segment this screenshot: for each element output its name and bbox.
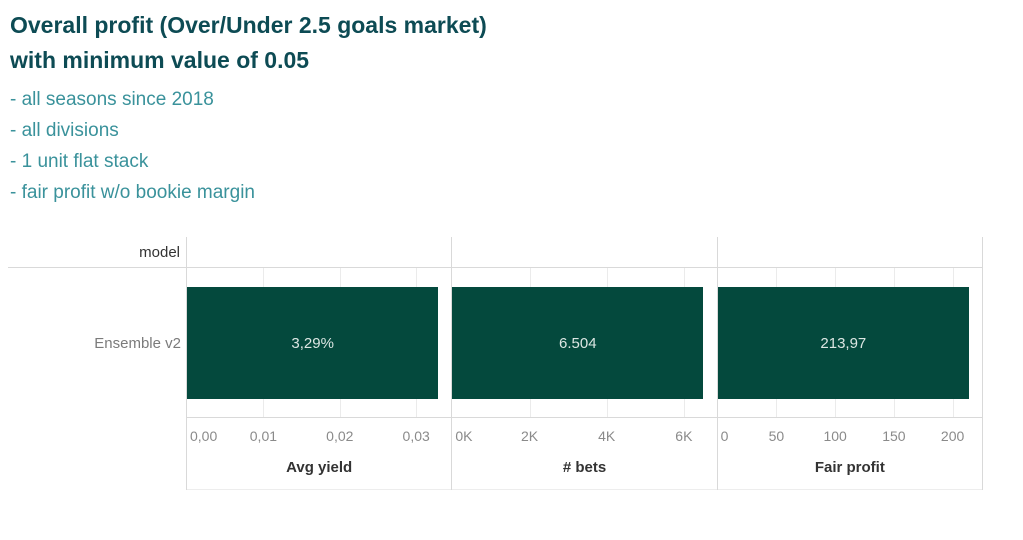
panel-axis-area: Avg yield 0,00 0,01 0,02 0,03 xyxy=(187,418,452,490)
subtitle-block: - all seasons since 2018 - all divisions… xyxy=(10,84,487,208)
axis-tick-label: 50 xyxy=(768,428,785,444)
row-category-label: Ensemble v2 xyxy=(94,334,181,352)
axis-tick-label: 6K xyxy=(675,428,693,444)
panel-plot-area: 3,29% xyxy=(187,268,452,418)
axis-title: Fair profit xyxy=(814,459,885,476)
bar-value-label: 3,29% xyxy=(291,334,334,352)
axis-tick-label: 2K xyxy=(520,428,539,444)
axis-tick-label: 100 xyxy=(823,428,847,444)
panel-header-cell xyxy=(717,237,982,268)
row-label-column: model Ensemble v2 xyxy=(8,237,186,490)
axis-tick-label: 0 xyxy=(720,428,729,444)
panel-axis-area: # bets 0K 2K 4K 6K xyxy=(452,418,717,490)
axis-tick-label: 0K xyxy=(455,428,473,444)
axis-tick-label: 0,00 xyxy=(190,428,218,444)
subtitle-divisions: - all divisions xyxy=(10,120,119,141)
panel-header-cell xyxy=(452,237,717,268)
axis-title: # bets xyxy=(562,459,607,476)
bar-chart: model Ensemble v2 3,29% Avg yield 0,00 0,… xyxy=(8,237,983,490)
chart-title-line-2: with minimum value of 0.05 xyxy=(10,47,310,73)
axis-tick-label: 4K xyxy=(598,428,616,444)
subtitle-margin: - fair profit w/o bookie margin xyxy=(10,182,255,203)
axis-tick-label: 0,01 xyxy=(249,428,278,444)
chart-title-line-1: Overall profit (Over/Under 2.5 goals mar… xyxy=(10,12,487,38)
bar-value-label: 213,97 xyxy=(820,334,867,352)
axis-title: Avg yield xyxy=(286,459,353,476)
bar[interactable]: 3,29% xyxy=(187,287,439,399)
axis-tick-label: 200 xyxy=(940,428,965,444)
panel-header-cell xyxy=(187,237,452,268)
subtitle-stack: - 1 unit flat stack xyxy=(10,151,149,172)
chart-panel: 6.504 # bets 0K 2K 4K 6K xyxy=(452,237,718,490)
axis-spacer xyxy=(8,418,186,490)
title-block: Overall profit (Over/Under 2.5 goals mar… xyxy=(10,8,487,208)
panel-plot-area: 6.504 xyxy=(452,268,717,418)
panel-plot-area: 213,97 xyxy=(717,268,982,418)
bar[interactable]: 213,97 xyxy=(717,287,970,399)
bar-value-label: 6.504 xyxy=(559,334,597,352)
bar[interactable]: 6.504 xyxy=(452,287,704,399)
axis-tick-label: 0,02 xyxy=(326,428,354,444)
chart-panel: 3,29% Avg yield 0,00 0,01 0,02 0,03 xyxy=(187,237,453,490)
panel-axis-area: Fair profit 0 50 100 150 200 xyxy=(717,418,982,490)
subtitle-seasons: - all seasons since 2018 xyxy=(10,89,214,110)
axis-tick-label: 0,03 xyxy=(402,428,430,444)
chart-panels: 3,29% Avg yield 0,00 0,01 0,02 0,03 6.504 #… xyxy=(186,237,983,490)
row-header-label: model xyxy=(8,237,186,268)
chart-panel: 213,97 Fair profit 0 50 100 150 200 xyxy=(717,237,983,490)
axis-tick-label: 150 xyxy=(882,428,906,444)
